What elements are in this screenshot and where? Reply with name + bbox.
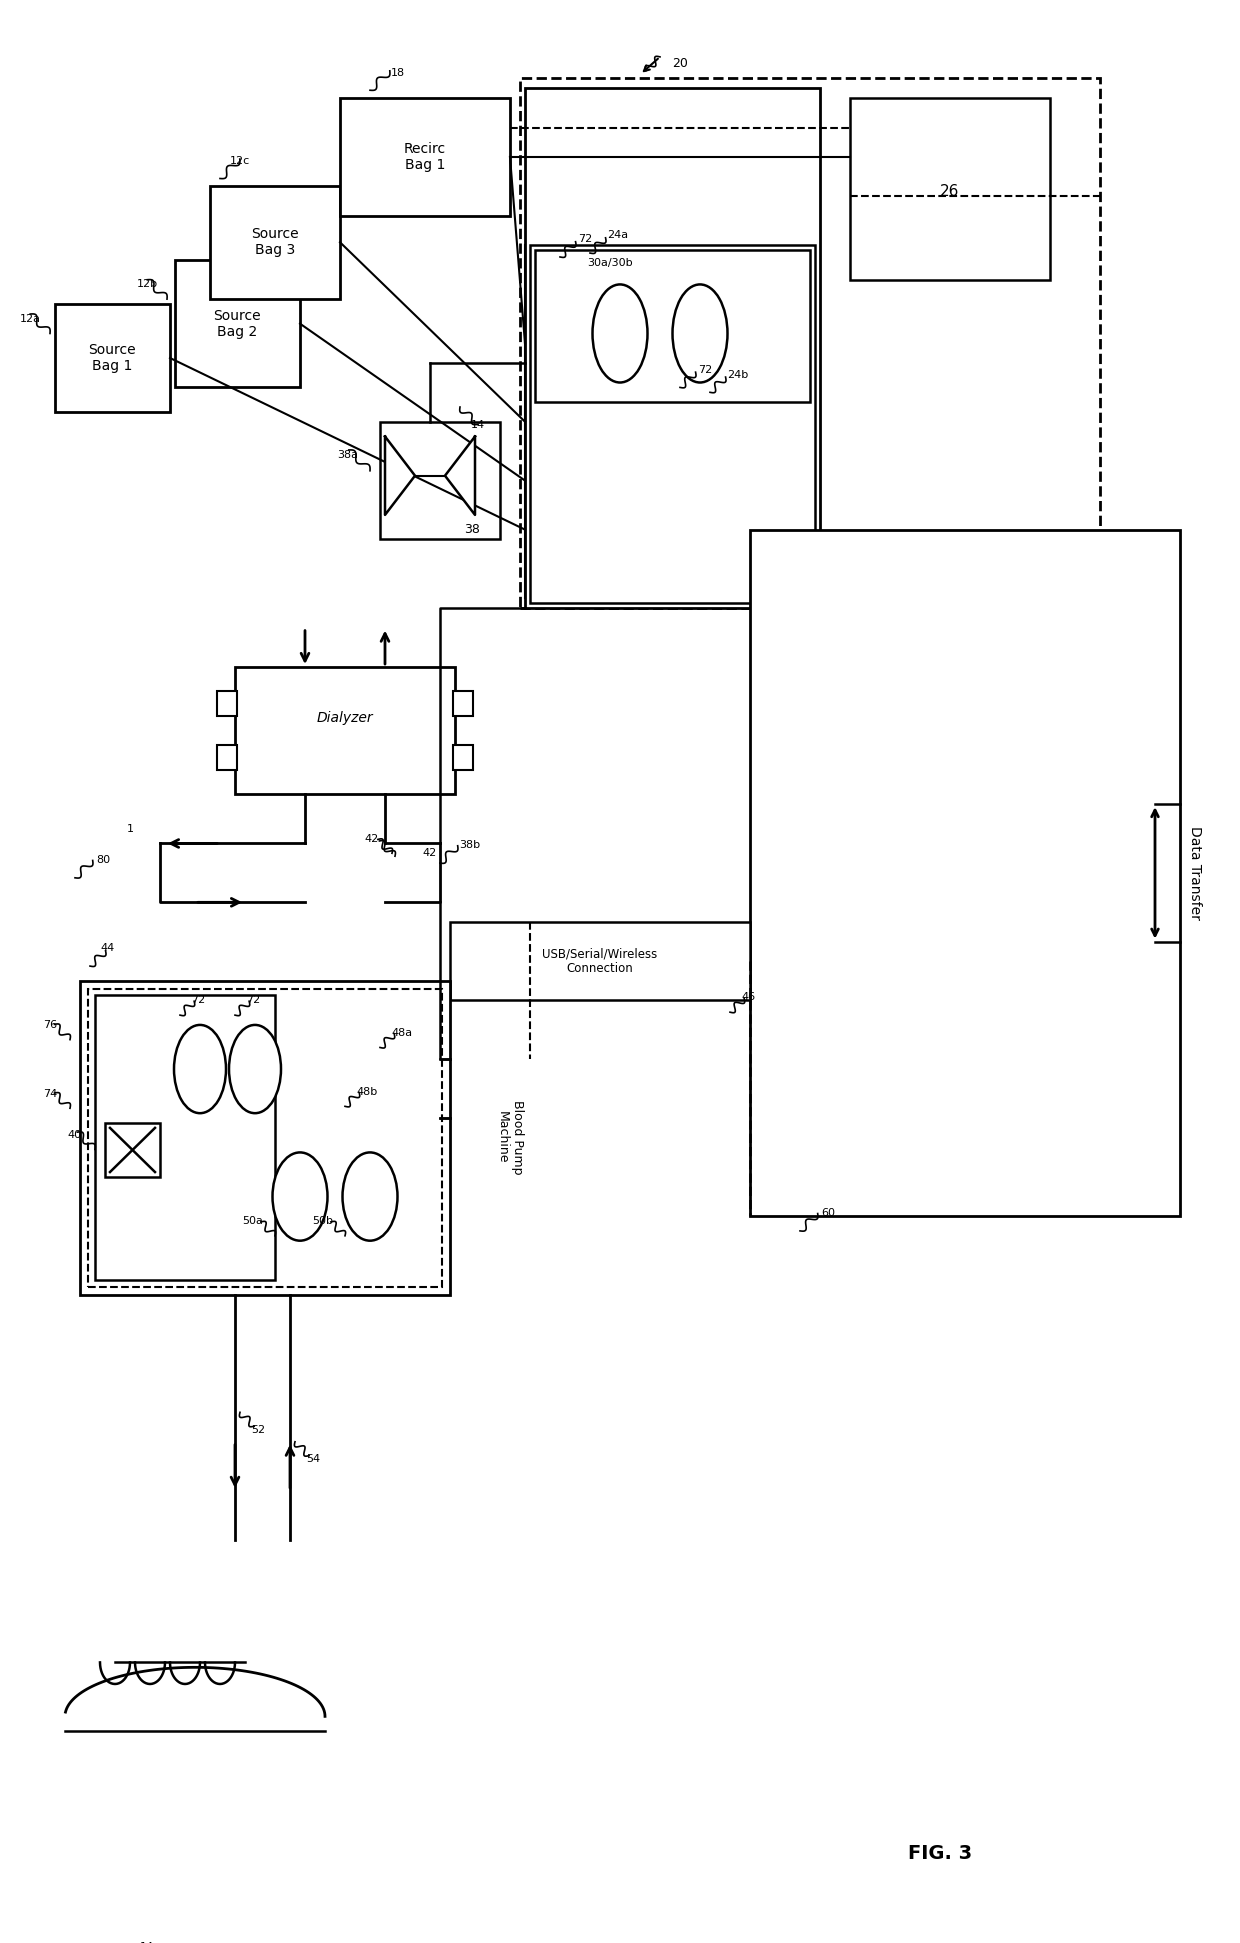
Bar: [529, 245, 815, 602]
Text: 72: 72: [578, 235, 593, 245]
Bar: [849, 97, 1050, 280]
Text: Recirc
Bag 1: Recirc Bag 1: [404, 142, 446, 173]
Text: 14: 14: [471, 420, 485, 429]
Text: 80: 80: [95, 855, 110, 865]
Bar: [105, 1123, 160, 1177]
Text: 52: 52: [250, 1424, 265, 1436]
Bar: [340, 97, 510, 216]
Ellipse shape: [672, 284, 728, 383]
Bar: [750, 530, 1180, 1216]
Bar: [534, 251, 810, 402]
Ellipse shape: [593, 284, 647, 383]
Text: 26: 26: [940, 185, 960, 198]
Text: 38b: 38b: [460, 841, 481, 851]
Text: 1: 1: [126, 824, 134, 834]
Bar: [453, 746, 472, 769]
Text: 24b: 24b: [728, 369, 749, 379]
Text: Data Transfer: Data Transfer: [1188, 826, 1202, 919]
Text: 72: 72: [191, 995, 205, 1005]
Text: Source
Bag 2: Source Bag 2: [213, 309, 260, 338]
Text: 50a: 50a: [243, 1216, 263, 1226]
Text: 76: 76: [43, 1020, 57, 1030]
Text: 50b: 50b: [312, 1216, 334, 1226]
Text: 38a: 38a: [337, 451, 358, 460]
Bar: [525, 87, 820, 608]
Bar: [81, 981, 450, 1294]
Text: 12a: 12a: [20, 313, 41, 324]
Text: 48a: 48a: [392, 1028, 413, 1038]
Text: 74: 74: [43, 1088, 57, 1098]
Text: 60: 60: [821, 1209, 835, 1218]
Polygon shape: [445, 437, 475, 515]
Bar: [520, 78, 1100, 608]
Text: 72: 72: [698, 365, 712, 375]
Bar: [379, 422, 500, 540]
Bar: [55, 303, 170, 412]
Text: Dialyzer: Dialyzer: [316, 711, 373, 725]
Ellipse shape: [229, 1024, 281, 1113]
Bar: [453, 692, 472, 715]
Polygon shape: [384, 437, 415, 515]
Text: 18: 18: [391, 68, 405, 78]
Text: Source
Bag 3: Source Bag 3: [252, 227, 299, 256]
Text: 40: 40: [68, 1129, 82, 1141]
Text: 46: 46: [742, 993, 755, 1003]
Text: Source
Bag 1: Source Bag 1: [88, 342, 136, 373]
Text: Blood Pump
Machine: Blood Pump Machine: [496, 1100, 525, 1176]
Text: 42: 42: [423, 849, 438, 859]
Text: 72: 72: [246, 995, 260, 1005]
Bar: [175, 260, 300, 387]
Bar: [95, 995, 275, 1280]
Bar: [236, 666, 455, 795]
Text: 24a: 24a: [608, 231, 629, 241]
Ellipse shape: [342, 1152, 398, 1242]
Text: 30a/30b: 30a/30b: [588, 258, 632, 268]
Text: 42: 42: [365, 834, 379, 843]
Bar: [210, 187, 340, 299]
Bar: [88, 989, 441, 1286]
Text: 12c: 12c: [229, 155, 250, 165]
Bar: [450, 921, 750, 1001]
Text: 48b: 48b: [356, 1086, 378, 1096]
Text: 20: 20: [672, 56, 688, 70]
Text: 12b: 12b: [136, 280, 157, 290]
Text: USB/Serial/Wireless
Connection: USB/Serial/Wireless Connection: [542, 946, 657, 975]
Text: FIG. 3: FIG. 3: [908, 1844, 972, 1863]
Text: 44: 44: [100, 944, 115, 954]
Text: 38: 38: [464, 523, 480, 536]
Bar: [217, 692, 237, 715]
Ellipse shape: [273, 1152, 327, 1242]
Bar: [217, 746, 237, 769]
Text: 54: 54: [306, 1455, 320, 1465]
Ellipse shape: [174, 1024, 226, 1113]
